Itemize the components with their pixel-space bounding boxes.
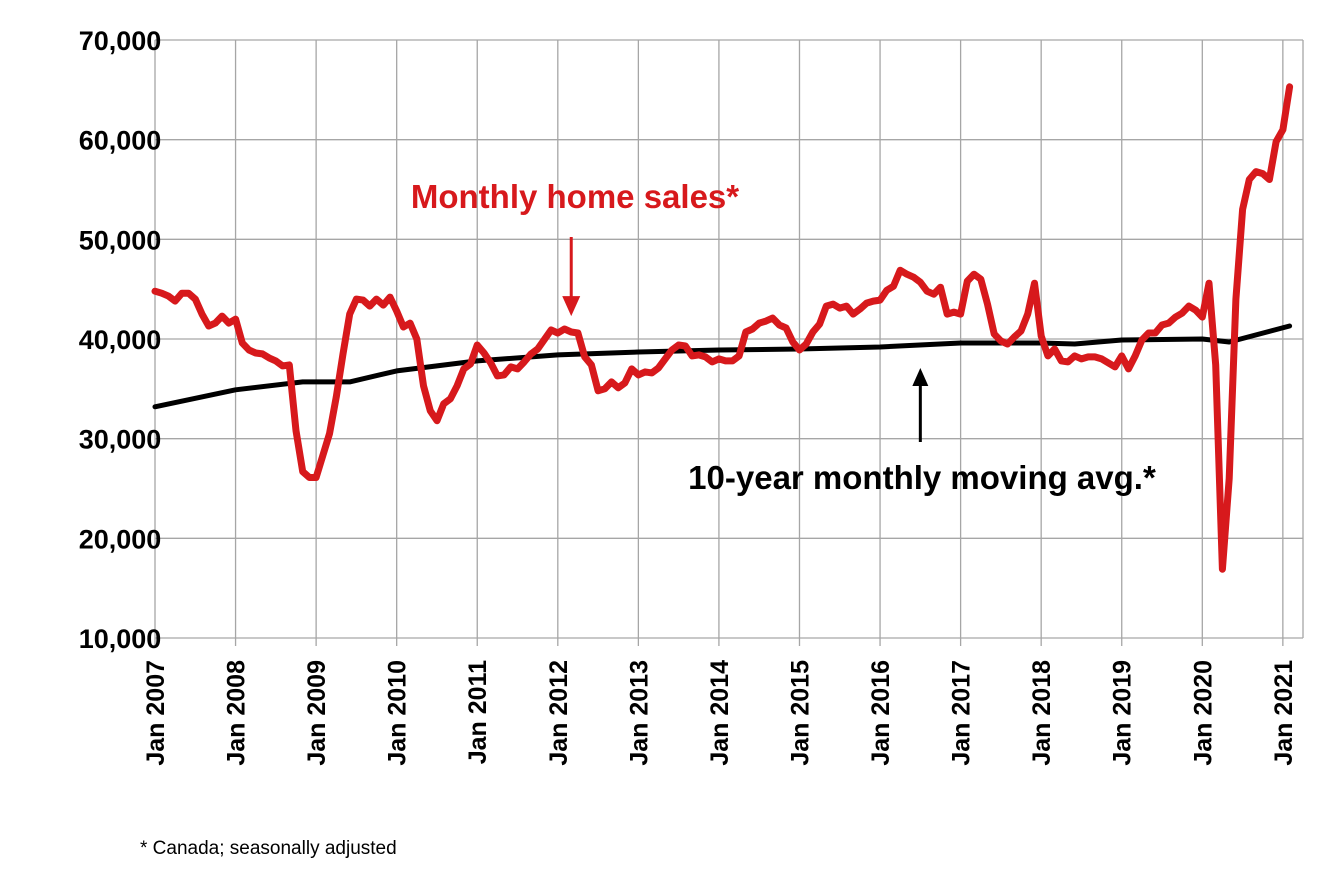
annotation-arrowhead-monthly-home-sales — [562, 296, 581, 317]
annotation-arrowhead-moving-average — [912, 367, 929, 386]
x-tick-label: Jan 2012 — [545, 660, 573, 766]
y-tick-label: 50,000 — [79, 225, 162, 255]
y-tick-label: 60,000 — [79, 126, 162, 156]
x-tick-label: Jan 2010 — [384, 660, 412, 766]
footnote: * Canada; seasonally adjusted — [140, 838, 397, 859]
series-line-moving-average — [152, 323, 1293, 410]
x-tick-label: Jan 2017 — [948, 660, 976, 766]
x-tick-label: Jan 2011 — [464, 660, 492, 764]
series-line-monthly-home-sales — [151, 83, 1294, 573]
x-tick-label: Jan 2009 — [303, 660, 331, 766]
series-lines — [151, 83, 1294, 573]
annotation-monthly-home-sales: Monthly home sales* — [411, 178, 739, 215]
y-tick-label: 40,000 — [79, 325, 162, 355]
x-tick-label: Jan 2008 — [223, 660, 251, 766]
x-tick-label: Jan 2019 — [1109, 660, 1137, 766]
y-axis-ticks: 10,000 20,000 30,000 40,000 50,000 60,000 70,0… — [79, 26, 162, 654]
x-tick-label: Jan 2020 — [1189, 660, 1217, 766]
y-tick-label: 20,000 — [79, 524, 162, 554]
x-tick-label: Jan 2007 — [142, 660, 170, 766]
x-tick-label: Jan 2013 — [625, 660, 653, 766]
grid — [154, 39, 1304, 646]
x-axis-ticks: Jan 2007 Jan 2008 Jan 2009 Jan 2010 Jan 2011… — [142, 660, 1298, 766]
annotation-moving-average: 10-year monthly moving avg.* — [688, 459, 1156, 496]
y-tick-label: 10,000 — [79, 624, 162, 654]
x-tick-label: Jan 2016 — [867, 660, 895, 766]
x-tick-label: Jan 2015 — [786, 660, 814, 766]
x-tick-label: Jan 2021 — [1270, 660, 1298, 766]
y-tick-label: 30,000 — [79, 425, 162, 455]
x-tick-label: Jan 2018 — [1028, 660, 1056, 766]
x-tick-label: Jan 2014 — [706, 660, 734, 766]
y-tick-label: 70,000 — [79, 26, 162, 56]
